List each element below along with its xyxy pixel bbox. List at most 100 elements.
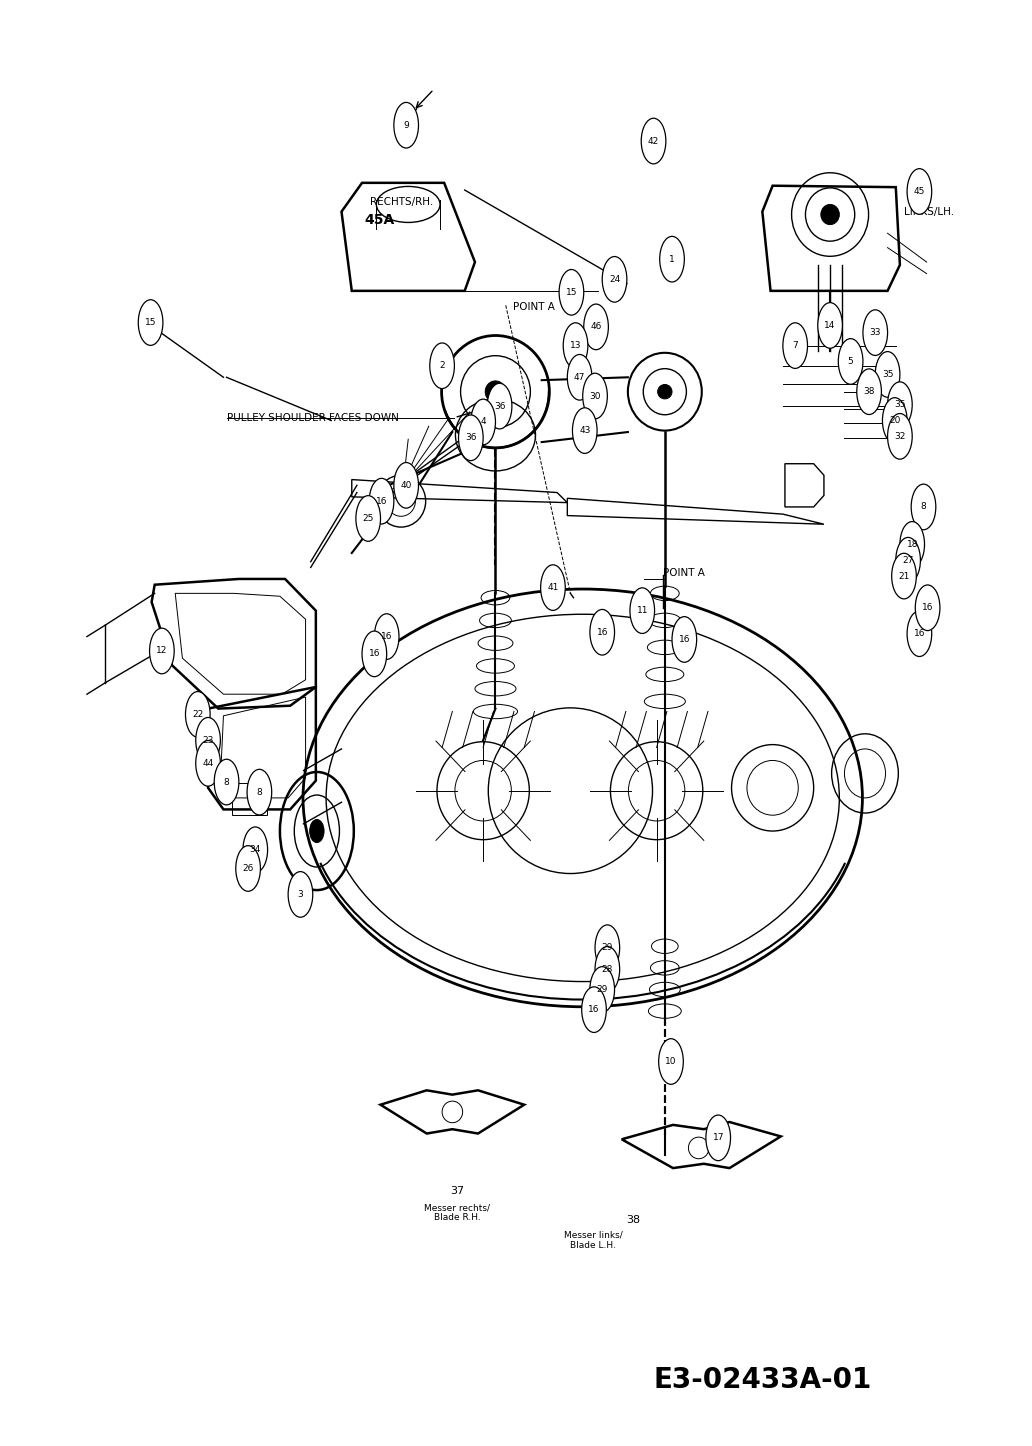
- Ellipse shape: [641, 119, 666, 163]
- Ellipse shape: [196, 717, 221, 763]
- Text: POINT A: POINT A: [513, 302, 555, 312]
- Text: 8: 8: [224, 778, 229, 787]
- Text: 38: 38: [864, 388, 875, 396]
- Text: 41: 41: [547, 583, 558, 591]
- Ellipse shape: [911, 484, 936, 529]
- Ellipse shape: [882, 398, 907, 444]
- Text: 17: 17: [712, 1134, 724, 1142]
- Text: 9: 9: [404, 120, 409, 130]
- Ellipse shape: [243, 827, 267, 872]
- Ellipse shape: [857, 369, 881, 415]
- Ellipse shape: [838, 338, 863, 385]
- Text: 34: 34: [250, 846, 261, 855]
- Ellipse shape: [896, 538, 921, 583]
- Text: 24: 24: [609, 275, 620, 283]
- Text: 26: 26: [243, 863, 254, 873]
- Ellipse shape: [888, 414, 912, 460]
- Text: 20: 20: [890, 416, 901, 425]
- Text: 2: 2: [440, 362, 445, 370]
- Text: 37: 37: [450, 1186, 464, 1196]
- Ellipse shape: [892, 554, 916, 599]
- Text: 12: 12: [156, 646, 167, 655]
- Ellipse shape: [196, 740, 221, 787]
- Ellipse shape: [630, 589, 654, 633]
- Ellipse shape: [186, 691, 211, 737]
- Text: 5: 5: [847, 357, 853, 366]
- Text: Messer links/
Blade L.H.: Messer links/ Blade L.H.: [563, 1231, 622, 1249]
- Ellipse shape: [907, 169, 932, 214]
- Ellipse shape: [888, 382, 912, 428]
- Text: 18: 18: [906, 539, 917, 549]
- Ellipse shape: [485, 380, 506, 402]
- Text: 44: 44: [202, 759, 214, 768]
- Ellipse shape: [706, 1115, 731, 1161]
- Text: E3-02433A-01: E3-02433A-01: [653, 1366, 871, 1394]
- Ellipse shape: [582, 986, 607, 1032]
- Ellipse shape: [595, 947, 619, 992]
- Text: 3: 3: [297, 889, 303, 899]
- Ellipse shape: [150, 628, 174, 674]
- Ellipse shape: [907, 610, 932, 656]
- Ellipse shape: [584, 304, 609, 350]
- Text: 47: 47: [574, 373, 585, 382]
- Text: 35: 35: [894, 401, 906, 409]
- Ellipse shape: [568, 354, 592, 401]
- Ellipse shape: [659, 236, 684, 282]
- Text: 15: 15: [144, 318, 156, 327]
- Text: 32: 32: [894, 432, 905, 441]
- Ellipse shape: [235, 846, 260, 891]
- Ellipse shape: [471, 399, 495, 445]
- Text: 16: 16: [588, 1005, 600, 1014]
- Text: RECHTS/RH.: RECHTS/RH.: [370, 197, 433, 207]
- Text: 30: 30: [589, 392, 601, 401]
- Ellipse shape: [394, 463, 419, 508]
- Text: 21: 21: [898, 571, 909, 581]
- Ellipse shape: [247, 769, 271, 816]
- Text: 23: 23: [202, 736, 214, 745]
- Text: 45A: 45A: [364, 213, 394, 227]
- Text: 10: 10: [666, 1057, 677, 1066]
- Ellipse shape: [310, 820, 324, 843]
- Text: 29: 29: [602, 943, 613, 953]
- Text: Messer rechts/
Blade R.H.: Messer rechts/ Blade R.H.: [424, 1203, 490, 1222]
- Ellipse shape: [590, 967, 614, 1012]
- Text: 16: 16: [679, 635, 690, 643]
- Ellipse shape: [603, 256, 626, 302]
- Text: 7: 7: [793, 341, 798, 350]
- Text: 38: 38: [626, 1215, 640, 1225]
- Text: 25: 25: [362, 513, 374, 523]
- Text: LINKS/LH.: LINKS/LH.: [904, 207, 955, 217]
- Text: 22: 22: [192, 710, 203, 719]
- Text: 16: 16: [381, 632, 392, 641]
- Ellipse shape: [288, 872, 313, 917]
- Ellipse shape: [875, 351, 900, 398]
- Text: 16: 16: [368, 649, 380, 658]
- Text: 36: 36: [465, 434, 477, 442]
- Text: 28: 28: [602, 964, 613, 973]
- Ellipse shape: [458, 415, 483, 461]
- Ellipse shape: [362, 630, 387, 677]
- Text: 27: 27: [902, 555, 913, 565]
- Text: 16: 16: [922, 603, 933, 612]
- Ellipse shape: [138, 299, 163, 346]
- Text: 42: 42: [648, 136, 659, 146]
- Text: 46: 46: [590, 322, 602, 331]
- Ellipse shape: [590, 609, 614, 655]
- Text: 8: 8: [921, 502, 927, 512]
- Ellipse shape: [541, 565, 566, 610]
- Text: POINT A: POINT A: [663, 568, 705, 578]
- Ellipse shape: [817, 302, 842, 348]
- Ellipse shape: [783, 322, 807, 369]
- Text: 14: 14: [825, 321, 836, 330]
- Text: 16: 16: [376, 496, 387, 506]
- Text: 4: 4: [480, 418, 486, 427]
- Ellipse shape: [375, 613, 399, 659]
- Text: 16: 16: [913, 629, 925, 638]
- Text: 45: 45: [913, 187, 925, 197]
- Text: 40: 40: [400, 482, 412, 490]
- Text: 1: 1: [669, 254, 675, 263]
- Ellipse shape: [915, 586, 940, 630]
- Ellipse shape: [369, 479, 394, 523]
- Text: 45: 45: [911, 182, 931, 195]
- Ellipse shape: [573, 408, 598, 454]
